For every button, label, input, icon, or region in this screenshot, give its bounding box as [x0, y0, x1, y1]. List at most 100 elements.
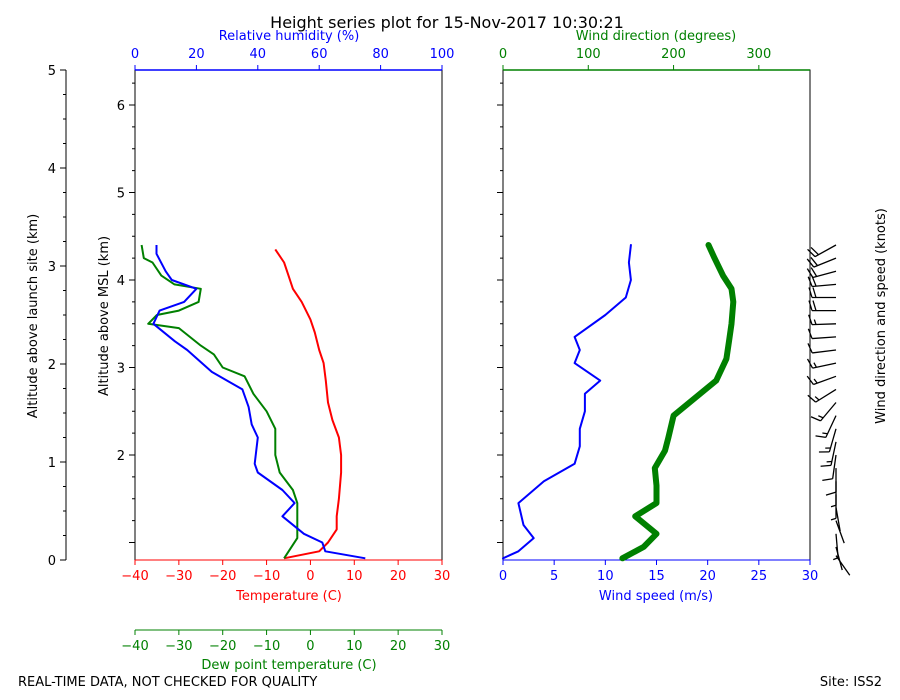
wind-barb [820, 441, 837, 467]
wind-speed-tick-label: 30 [802, 569, 819, 584]
wind-barb [808, 300, 836, 312]
wind-barb-feather [808, 287, 813, 298]
temperature-tick-label: −20 [209, 569, 236, 584]
temperature-tick-label: 0 [306, 569, 314, 584]
left-panel: −40 −30 −20 −10 0 10 20 30−40 −30 −20 −10 0 10 20 300 2… [26, 29, 454, 673]
humidity-tick-label: 60 [311, 47, 328, 62]
wind-barb-feather [808, 314, 813, 325]
wind-speed-tick-label: 0 [499, 569, 507, 584]
wind-speed-tick-label: 20 [699, 569, 716, 584]
wind-barb-feather [807, 343, 813, 354]
wind-barb-feather [810, 416, 821, 422]
wind-barb-feather [808, 300, 813, 311]
wind-barb-half-feather [822, 432, 828, 435]
msl-tick-label: 5 [117, 187, 125, 202]
site-axis-label: Altitude above launch site (km) [26, 214, 41, 418]
humidity-tick-label: 80 [372, 47, 389, 62]
site-tick-label: 5 [48, 64, 56, 79]
site-tick-label: 0 [48, 554, 56, 569]
barb-axis-label: Wind direction and speed (knots) [874, 208, 889, 424]
msl-tick-label: 3 [117, 362, 125, 377]
wind-barb-feather [806, 358, 814, 369]
dewpoint-tick-label: −10 [253, 639, 280, 654]
wind-speed-tick-label: 15 [648, 569, 665, 584]
temperature-tick-label: 30 [434, 569, 451, 584]
wind-barb-shaft [835, 520, 845, 544]
dewpoint-tick-label: 30 [434, 639, 451, 654]
right-panel: 0 5 10 15 20 25 300 100 200 300 Wind speed (m/s) … [497, 29, 889, 604]
humidity-tick-label: 100 [430, 47, 455, 62]
wind-barb [807, 328, 837, 340]
humidity-tick-label: 40 [250, 47, 267, 62]
site-tick-label: 4 [48, 162, 56, 177]
wind-barb [806, 257, 837, 268]
wind-barb [807, 388, 837, 403]
wind-direction-tick-label: 100 [576, 47, 601, 62]
wind-direction-tick-label: 200 [661, 47, 686, 62]
wind-speed-tick-label: 5 [550, 569, 558, 584]
wind-barb-feather [807, 248, 816, 258]
wind-barb-feather [818, 451, 830, 453]
wind-barb-feather [820, 464, 832, 467]
wind-barb-shaft [835, 555, 851, 576]
dewpoint-tick-label: −40 [121, 639, 148, 654]
wind-direction-axis-label: Wind direction (degrees) [576, 29, 736, 44]
dewpoint-tick-label: 0 [306, 639, 314, 654]
wind-barb-feather [810, 267, 818, 277]
humidity-tick-label: 0 [131, 47, 139, 62]
wind-barb-feather [807, 394, 817, 403]
wind-barb-shaft [812, 362, 837, 369]
wind-barb-half-feather [830, 504, 837, 508]
wind-barb-half-feather [814, 396, 820, 401]
left-plot-frame [134, 69, 443, 561]
wind-barb [830, 494, 837, 521]
site-tick-label: 1 [48, 456, 56, 471]
msl-tick-label: 2 [117, 449, 125, 464]
wind-barb [835, 555, 851, 576]
wind-barb-feather [810, 246, 819, 256]
wind-barb [807, 343, 837, 354]
wind-direction-tick-label: 300 [746, 47, 771, 62]
wind-barb [835, 520, 845, 544]
wind-barb [818, 428, 837, 453]
wind-barb [808, 314, 837, 326]
temperature-tick-label: −40 [121, 569, 148, 584]
humidity-axis-label: Relative humidity (%) [219, 29, 360, 44]
wind-barb [825, 468, 837, 496]
wind-barb-half-feather [826, 460, 832, 463]
wind-barb [810, 402, 837, 422]
wind-barb-half-feather [813, 378, 818, 384]
wind-barb [806, 358, 837, 369]
wind-barb-feather [825, 491, 837, 496]
wind-barb-half-feather [813, 319, 817, 325]
chart-title: Height series plot for 15-Nov-2017 10:30… [270, 13, 624, 32]
wind-barb [807, 244, 837, 258]
wind-barb [815, 415, 837, 438]
wind-direction-tick-label: 0 [499, 47, 507, 62]
quality-disclaimer: REAL-TIME DATA, NOT CHECKED FOR QUALITY [18, 675, 318, 690]
dewpoint-axis-label: Dew point temperature (C) [201, 658, 376, 673]
wind-barb-shaft [832, 454, 837, 479]
wind-barb [835, 546, 843, 571]
wind-barb-feather [806, 375, 814, 385]
wind-speed-axis-label: Wind speed (m/s) [599, 589, 713, 604]
wind-barb [807, 276, 837, 288]
site-label: Site: ISS2 [819, 675, 882, 690]
relative-humidity-line [152, 245, 366, 560]
wind-barb-feather [810, 257, 818, 266]
site-tick-label: 3 [48, 260, 56, 275]
wind-barb [806, 267, 837, 279]
wind-barb [822, 454, 837, 481]
wind-barb-feather [811, 276, 817, 287]
wind-barb [835, 507, 841, 532]
dew-point-line [140, 244, 299, 559]
wind-direction-line [619, 242, 737, 562]
humidity-tick-label: 20 [188, 47, 205, 62]
wind-barb-feather [815, 435, 826, 438]
wind-barb-half-feather [825, 447, 831, 449]
dewpoint-tick-label: 10 [346, 639, 363, 654]
wind-barb [808, 287, 836, 299]
wind-barb-feather [812, 300, 817, 311]
temperature-axis-label: Temperature (C) [235, 589, 342, 604]
